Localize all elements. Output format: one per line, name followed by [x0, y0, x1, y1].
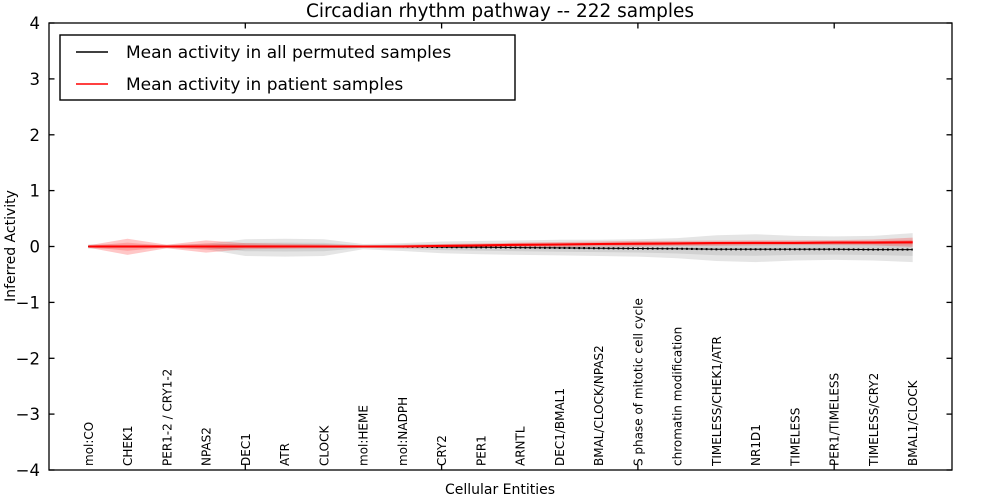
category-label: PER1/TIMELESS [828, 373, 842, 466]
category-label: TIMELESS/CHEK1/ATR [710, 336, 724, 467]
category-label: CHEK1 [121, 426, 135, 467]
y-tick-label: 2 [30, 126, 41, 145]
legend-box [59, 34, 516, 101]
y-tick-label: 1 [30, 182, 41, 201]
y-tick-label: −1 [16, 293, 40, 312]
y-tick-label: −4 [16, 461, 40, 480]
category-label: mol:CO [82, 422, 96, 466]
mean-lines [88, 241, 913, 251]
category-label: NPAS2 [200, 427, 214, 466]
category-label: PER1-2 / CRY1-2 [160, 369, 174, 466]
y-tick-label: 0 [30, 238, 41, 257]
legend-label-permuted: Mean activity in all permuted samples [126, 43, 451, 63]
y-tick-label: 3 [30, 70, 41, 89]
category-label: mol:HEME [357, 405, 371, 466]
category-label: CLOCK [317, 425, 331, 466]
category-label: DEC1 [239, 433, 253, 466]
plot-area-border [48, 22, 953, 471]
y-tick-label: 4 [30, 14, 41, 33]
patient-mean-line [88, 241, 913, 248]
category-labels: mol:CO CHEK1 PER1-2 / CRY1-2 NPAS2 DEC1 ATR CL… [82, 298, 920, 467]
category-label: S phase of mitotic cell cycle [631, 298, 645, 466]
permuted-spread-inner [88, 241, 913, 256]
y-axis-label: Inferred Activity [3, 190, 19, 302]
y-tick-labels: −4 −3 −2 −1 0 1 2 3 4 [16, 14, 40, 480]
category-label: TIMELESS/CRY2 [867, 373, 881, 467]
legend-label-patient: Mean activity in patient samples [126, 75, 403, 95]
category-label: BMAL/CLOCK/NPAS2 [592, 345, 606, 466]
category-label: mol:NADPH [396, 397, 410, 466]
category-label: BMAL1/CLOCK [906, 379, 920, 466]
category-label: ARNTL [514, 426, 528, 466]
y-tick-label: −3 [16, 405, 40, 424]
category-label: TIMELESS [789, 408, 803, 467]
category-label: ATR [278, 443, 292, 466]
category-label: PER1 [474, 435, 488, 466]
patient-spread-outer [88, 237, 913, 255]
category-label: NR1D1 [749, 424, 763, 466]
category-label: chromatin modification [671, 327, 685, 466]
category-label: CRY2 [435, 435, 449, 466]
legend: Mean activity in all permuted samples Me… [59, 34, 516, 101]
category-label: DEC1/BMAL1 [553, 388, 567, 466]
chart-title: Circadian rhythm pathway -- 222 samples [306, 1, 694, 22]
y-tick-label: −2 [16, 349, 40, 368]
x-axis-label: Cellular Entities [445, 482, 555, 498]
